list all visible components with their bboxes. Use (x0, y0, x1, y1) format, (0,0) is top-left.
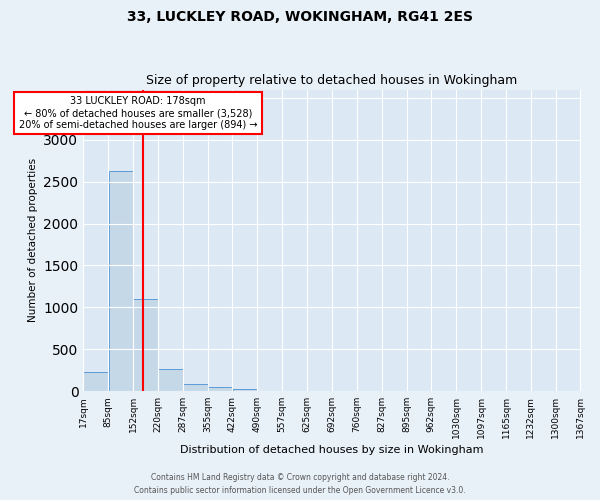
Title: Size of property relative to detached houses in Wokingham: Size of property relative to detached ho… (146, 74, 518, 87)
Y-axis label: Number of detached properties: Number of detached properties (28, 158, 38, 322)
Bar (233, 388, 257, 391)
Bar (208, 388, 232, 391)
Bar (83, 372, 108, 391)
Bar (133, 299, 158, 391)
Text: 33 LUCKLEY ROAD: 178sqm
← 80% of detached houses are smaller (3,528)
20% of semi: 33 LUCKLEY ROAD: 178sqm ← 80% of detache… (19, 96, 257, 130)
Text: 33, LUCKLEY ROAD, WOKINGHAM, RG41 2ES: 33, LUCKLEY ROAD, WOKINGHAM, RG41 2ES (127, 10, 473, 24)
X-axis label: Distribution of detached houses by size in Wokingham: Distribution of detached houses by size … (180, 445, 484, 455)
Bar (158, 369, 182, 391)
Bar (183, 384, 208, 391)
Text: Contains HM Land Registry data © Crown copyright and database right 2024.
Contai: Contains HM Land Registry data © Crown c… (134, 474, 466, 495)
Bar (109, 171, 133, 391)
